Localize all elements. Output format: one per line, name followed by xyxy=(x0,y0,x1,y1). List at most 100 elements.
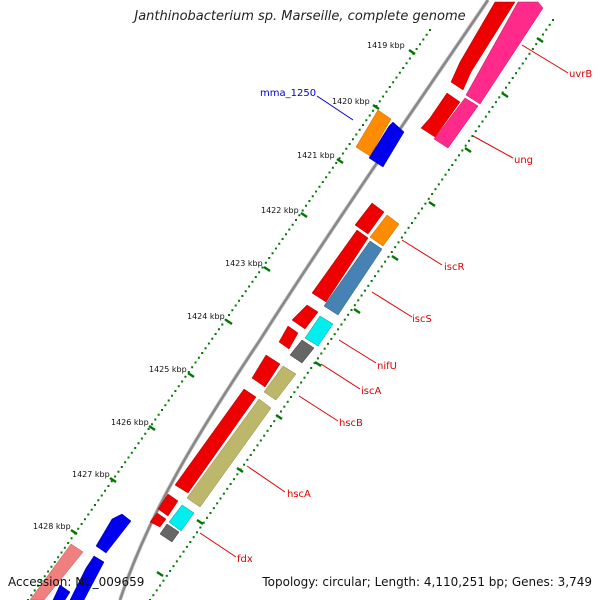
tick-dot xyxy=(293,391,296,394)
gene-red-feature[interactable] xyxy=(420,92,461,138)
gene-label-hscB[interactable]: hscB xyxy=(339,418,363,429)
kbp-labels: 1419 kbp 1420 kbp 1421 kbp 1422 kbp 1423… xyxy=(33,41,405,531)
tick-dot xyxy=(335,162,338,164)
tick-dot xyxy=(283,405,286,408)
tick-dot xyxy=(464,144,467,147)
tick-dot xyxy=(164,404,167,407)
gene-blue-feature[interactable] xyxy=(69,555,105,600)
gene-red-feature[interactable] xyxy=(450,1,516,91)
tick-dot xyxy=(491,106,494,108)
tick-dot xyxy=(229,483,232,485)
tick-dot xyxy=(94,504,96,506)
gene-red-feature[interactable] xyxy=(278,325,299,350)
gene-iscS-feature[interactable] xyxy=(323,240,383,316)
tick-dot xyxy=(296,386,299,389)
tick-dot xyxy=(323,347,326,350)
tick-dot xyxy=(197,356,200,359)
gene-label-nifU[interactable]: nifU xyxy=(377,361,397,372)
gene-label-hscA[interactable]: hscA xyxy=(287,489,311,500)
tick-dot xyxy=(140,437,143,440)
tick-dot xyxy=(362,124,364,126)
tick-dot xyxy=(441,178,444,181)
tick-dot xyxy=(382,95,385,98)
gene-red-feature[interactable] xyxy=(251,354,281,388)
tick-dot xyxy=(286,400,289,403)
gene-fdx-feature[interactable] xyxy=(168,504,195,532)
tick-dot xyxy=(353,304,356,307)
tick-dot xyxy=(338,157,341,160)
gene-red-feature[interactable] xyxy=(354,202,385,235)
gene-label-fdx[interactable]: fdx xyxy=(237,554,253,565)
tick-dot xyxy=(104,489,107,492)
tick-major xyxy=(263,265,271,273)
gene-label-mma_1250[interactable]: mma_1250 xyxy=(260,88,316,99)
gene-iscA-feature[interactable] xyxy=(289,339,315,364)
gene-gray-feature[interactable] xyxy=(159,523,180,543)
tick-dot xyxy=(528,52,531,55)
tick-dot xyxy=(410,222,413,224)
tick-dot xyxy=(363,289,366,292)
tick-dot xyxy=(404,231,407,234)
gene-mma_1250-feature[interactable] xyxy=(368,121,405,168)
tick-dot xyxy=(535,43,538,46)
gene-label-iscA[interactable]: iscA xyxy=(361,386,381,397)
gene-blue-feature[interactable] xyxy=(52,584,71,600)
tick-dot xyxy=(437,183,440,186)
tick-dot xyxy=(288,228,291,231)
tick-dot xyxy=(67,542,70,544)
gene-iscR-feature[interactable] xyxy=(369,214,400,247)
tick-dot xyxy=(177,385,180,388)
tick-dot xyxy=(548,23,551,26)
tick-dot xyxy=(357,299,360,302)
tick-dot xyxy=(358,128,361,131)
tick-dot xyxy=(425,33,428,36)
tick-dot xyxy=(488,110,491,113)
tick-dot xyxy=(367,284,370,287)
tick-major-marks xyxy=(70,36,544,578)
tick-dot xyxy=(414,217,417,220)
tick-dot xyxy=(325,176,328,179)
gene-red-feature[interactable] xyxy=(157,493,179,517)
gene-label-iscR[interactable]: iscR xyxy=(444,262,464,273)
tick-dot xyxy=(508,81,511,84)
gene-red-feature[interactable] xyxy=(174,388,257,494)
tick-dot xyxy=(295,219,297,221)
tick-dot xyxy=(100,494,103,497)
tick-dot xyxy=(320,352,323,355)
tick-dot xyxy=(175,560,178,563)
tick-dot xyxy=(192,536,195,539)
gene-lightpink-feature[interactable] xyxy=(29,543,84,600)
tick-dot xyxy=(318,185,321,188)
gene-label-iscS[interactable]: iscS xyxy=(412,314,432,325)
gene-label-ung[interactable]: ung xyxy=(514,155,533,166)
gene-label-uvrB[interactable]: uvrB xyxy=(569,69,592,80)
tick-dot xyxy=(222,492,225,495)
tick-major xyxy=(109,476,117,484)
tick-dot xyxy=(261,266,264,269)
tick-dot xyxy=(228,314,230,316)
tick-dot xyxy=(398,71,401,74)
tick-dot xyxy=(347,313,350,316)
gene-features xyxy=(29,1,544,600)
tick-dot xyxy=(224,318,227,321)
tick-dot xyxy=(504,86,507,89)
tick-dot xyxy=(390,251,393,253)
gene-red-feature[interactable] xyxy=(291,304,319,330)
gene-ung-feature[interactable] xyxy=(433,97,479,149)
tick-dot xyxy=(171,394,174,397)
gene-uvrB-feature[interactable] xyxy=(465,1,544,105)
gene-blue-feature[interactable] xyxy=(95,513,132,554)
tick-dot xyxy=(392,81,395,84)
tick-dot xyxy=(422,38,425,41)
tick-dot xyxy=(181,380,184,383)
tick-dot xyxy=(351,138,354,141)
gene-hscB-feature[interactable] xyxy=(263,365,297,401)
tick-dot xyxy=(407,226,410,229)
gene-red-feature[interactable] xyxy=(311,229,369,303)
gene-nifU-feature[interactable] xyxy=(304,315,334,347)
topology-text: Topology: circular; Length: 4,110,251 bp… xyxy=(262,575,592,589)
gene-red-feature[interactable] xyxy=(149,512,167,528)
tick-dot xyxy=(253,449,256,452)
gene-hscA-feature[interactable] xyxy=(186,398,272,508)
